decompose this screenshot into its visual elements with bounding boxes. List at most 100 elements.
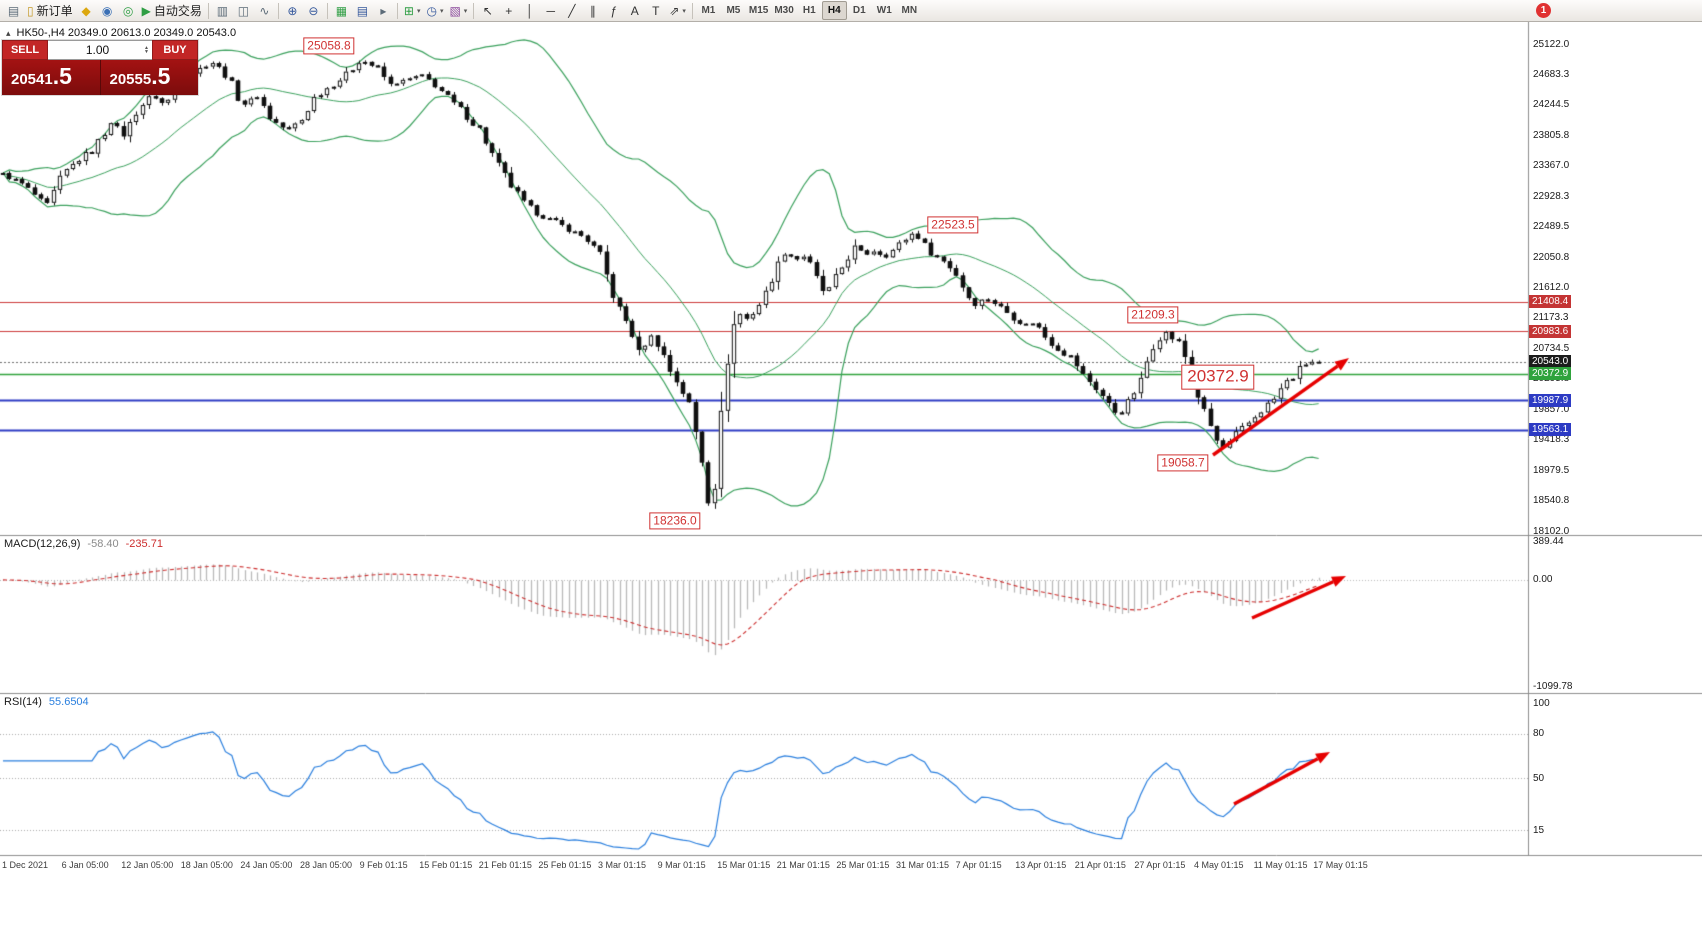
text-icon: A xyxy=(630,3,639,18)
time-axis-label: 4 May 01:15 xyxy=(1194,860,1244,870)
chart-shift-icon[interactable]: ▸ xyxy=(373,1,394,20)
crosshair-icon[interactable]: + xyxy=(498,1,519,20)
text-label-icon[interactable]: T xyxy=(645,1,666,20)
zoom-out-icon[interactable]: ⊖ xyxy=(303,1,324,20)
timeframe-m1-button[interactable]: M1 xyxy=(696,1,721,20)
zoom-in-icon[interactable]: ⊕ xyxy=(282,1,303,20)
price-axis-tick: 25122.0 xyxy=(1533,38,1570,50)
price-axis-tick: 23805.8 xyxy=(1533,129,1570,141)
macd-name: MACD(12,26,9) xyxy=(4,538,81,550)
line-chart-icon[interactable]: ∿ xyxy=(254,1,275,20)
charts-list-icon: ▤ xyxy=(7,3,20,18)
time-axis-label: 1 Dec 2021 xyxy=(2,860,49,870)
cursor-icon[interactable]: ↖ xyxy=(477,1,498,20)
price-annotation[interactable]: 25058.8 xyxy=(303,37,355,55)
timeframe-m15-button[interactable]: M15 xyxy=(746,1,771,20)
price-chart-canvas[interactable] xyxy=(0,22,1702,945)
price-axis-tick: 24683.3 xyxy=(1533,68,1570,80)
channel-icon[interactable]: ∥ xyxy=(582,1,603,20)
metaeditor-icon: ◆ xyxy=(81,3,91,18)
price-axis-tick: 23367.0 xyxy=(1533,160,1570,172)
toolbar-separator xyxy=(277,2,279,19)
cursor-icon: ↖ xyxy=(482,3,493,18)
time-axis-label: 21 Apr 01:15 xyxy=(1074,860,1126,870)
time-axis-label: 13 Apr 01:15 xyxy=(1015,860,1067,870)
new-chart-icon: ⊞ xyxy=(403,3,414,18)
bar-chart-icon[interactable]: ▥ xyxy=(212,1,233,20)
buy-price[interactable]: 20555.5 xyxy=(99,60,199,95)
auto-arrange-icon[interactable]: ▤ xyxy=(352,1,373,20)
candlestick-chart-icon[interactable]: ◫ xyxy=(233,1,254,20)
rsi-axis-tick: 100 xyxy=(1533,698,1550,710)
charts-list-icon[interactable]: ▤ xyxy=(3,1,24,20)
price-annotation[interactable]: 22523.5 xyxy=(927,216,979,234)
fibonacci-icon[interactable]: ƒ xyxy=(603,1,624,20)
time-axis-label: 7 Apr 01:15 xyxy=(955,860,1002,870)
timeframe-h4-button[interactable]: H4 xyxy=(821,1,847,20)
new-order-button[interactable]: ▯ 新订单 xyxy=(24,1,76,20)
chart-area: ▴ HK50-,H4 20349.0 20613.0 20349.0 20543… xyxy=(0,22,1702,945)
volume-stepper[interactable]: ▲ ▼ xyxy=(144,45,149,55)
zoom-out-icon: ⊖ xyxy=(308,3,319,18)
market-icon: ◎ xyxy=(122,3,134,18)
auto-arrange-icon: ▤ xyxy=(356,3,369,18)
horizontal-line-icon[interactable]: ─ xyxy=(540,1,561,20)
time-axis-label: 15 Feb 01:15 xyxy=(419,860,473,870)
metaeditor-icon[interactable]: ◆ xyxy=(76,1,97,20)
trendline-icon[interactable]: ╱ xyxy=(561,1,582,20)
time-axis-label: 15 Mar 01:15 xyxy=(717,860,771,870)
trade-panel-controls: SELL 1.00 ▲ ▼ BUY xyxy=(2,40,198,60)
time-axis-label: 6 Jan 05:00 xyxy=(61,860,109,870)
new-order-icon: ▯ xyxy=(27,3,34,18)
price-annotation[interactable]: 18236.0 xyxy=(649,512,701,530)
text-label-icon: T xyxy=(652,3,660,18)
symbol-row: ▴ HK50-,H4 20349.0 20613.0 20349.0 20543… xyxy=(6,27,236,39)
autotrading-button[interactable]: ▶ 自动交易 xyxy=(139,1,205,20)
volume-down-icon[interactable]: ▼ xyxy=(144,49,149,55)
toolbar-separator xyxy=(396,2,398,19)
timeframe-h1-button[interactable]: H1 xyxy=(797,1,822,20)
price-axis-tick: 21612.0 xyxy=(1533,282,1570,294)
new-chart-icon[interactable]: ⊞ ▾ xyxy=(401,1,424,20)
sell-price[interactable]: 20541.5 xyxy=(2,60,100,95)
volume-value[interactable]: 1.00 xyxy=(85,43,110,57)
price-annotation[interactable]: 21209.3 xyxy=(1127,306,1179,324)
text-icon[interactable]: A xyxy=(624,1,645,20)
timeframe-m5-button[interactable]: M5 xyxy=(721,1,746,20)
price-axis-tick: 20734.5 xyxy=(1533,342,1570,354)
oneclick-collapse-icon[interactable]: ▴ xyxy=(6,27,11,38)
tile-windows-icon[interactable]: ▦ xyxy=(331,1,352,20)
profiles-icon[interactable]: ◷ ▾ xyxy=(423,1,446,20)
crosshair-icon: + xyxy=(505,3,513,18)
sell-price-big: .5 xyxy=(52,63,72,89)
toolbar-separator xyxy=(207,2,209,19)
rsi-name: RSI(14) xyxy=(4,696,42,708)
notification-badge[interactable]: 1 xyxy=(1536,3,1551,18)
volume-field[interactable]: 1.00 ▲ ▼ xyxy=(48,40,152,60)
price-axis-tick: 18540.8 xyxy=(1533,495,1570,507)
price-axis-tag: 20543.0 xyxy=(1529,355,1572,369)
vertical-line-icon[interactable]: │ xyxy=(519,1,540,20)
community-icon[interactable]: ◉ xyxy=(97,1,118,20)
price-annotation[interactable]: 19058.7 xyxy=(1157,454,1209,472)
macd-label: MACD(12,26,9) -58.40 -235.71 xyxy=(4,538,163,550)
time-axis-label: 11 May 01:15 xyxy=(1253,860,1308,870)
market-icon[interactable]: ◎ xyxy=(118,1,139,20)
volume-up-icon[interactable]: ▲ xyxy=(144,45,149,51)
chart-ohlc-label: HK50-,H4 20349.0 20613.0 20349.0 20543.0 xyxy=(16,27,237,39)
timeframe-w1-button[interactable]: W1 xyxy=(872,1,897,20)
price-axis-tick: 22928.3 xyxy=(1533,190,1570,202)
indicators-icon[interactable]: ▧ ▾ xyxy=(446,1,470,20)
arrows-list-icon[interactable]: ⇗ ▾ xyxy=(666,1,689,20)
time-axis-label: 25 Mar 01:15 xyxy=(836,860,890,870)
vertical-line-icon: │ xyxy=(526,3,534,18)
price-annotation[interactable]: 20372.9 xyxy=(1181,364,1255,390)
sell-button[interactable]: SELL xyxy=(2,40,48,60)
timeframe-m30-button[interactable]: M30 xyxy=(771,1,796,20)
buy-button[interactable]: BUY xyxy=(152,40,198,60)
timeframe-mn-button[interactable]: MN xyxy=(897,1,922,20)
time-axis-label: 25 Feb 01:15 xyxy=(538,860,592,870)
time-axis-label: 24 Jan 05:00 xyxy=(240,860,293,870)
timeframe-d1-button[interactable]: D1 xyxy=(847,1,872,20)
